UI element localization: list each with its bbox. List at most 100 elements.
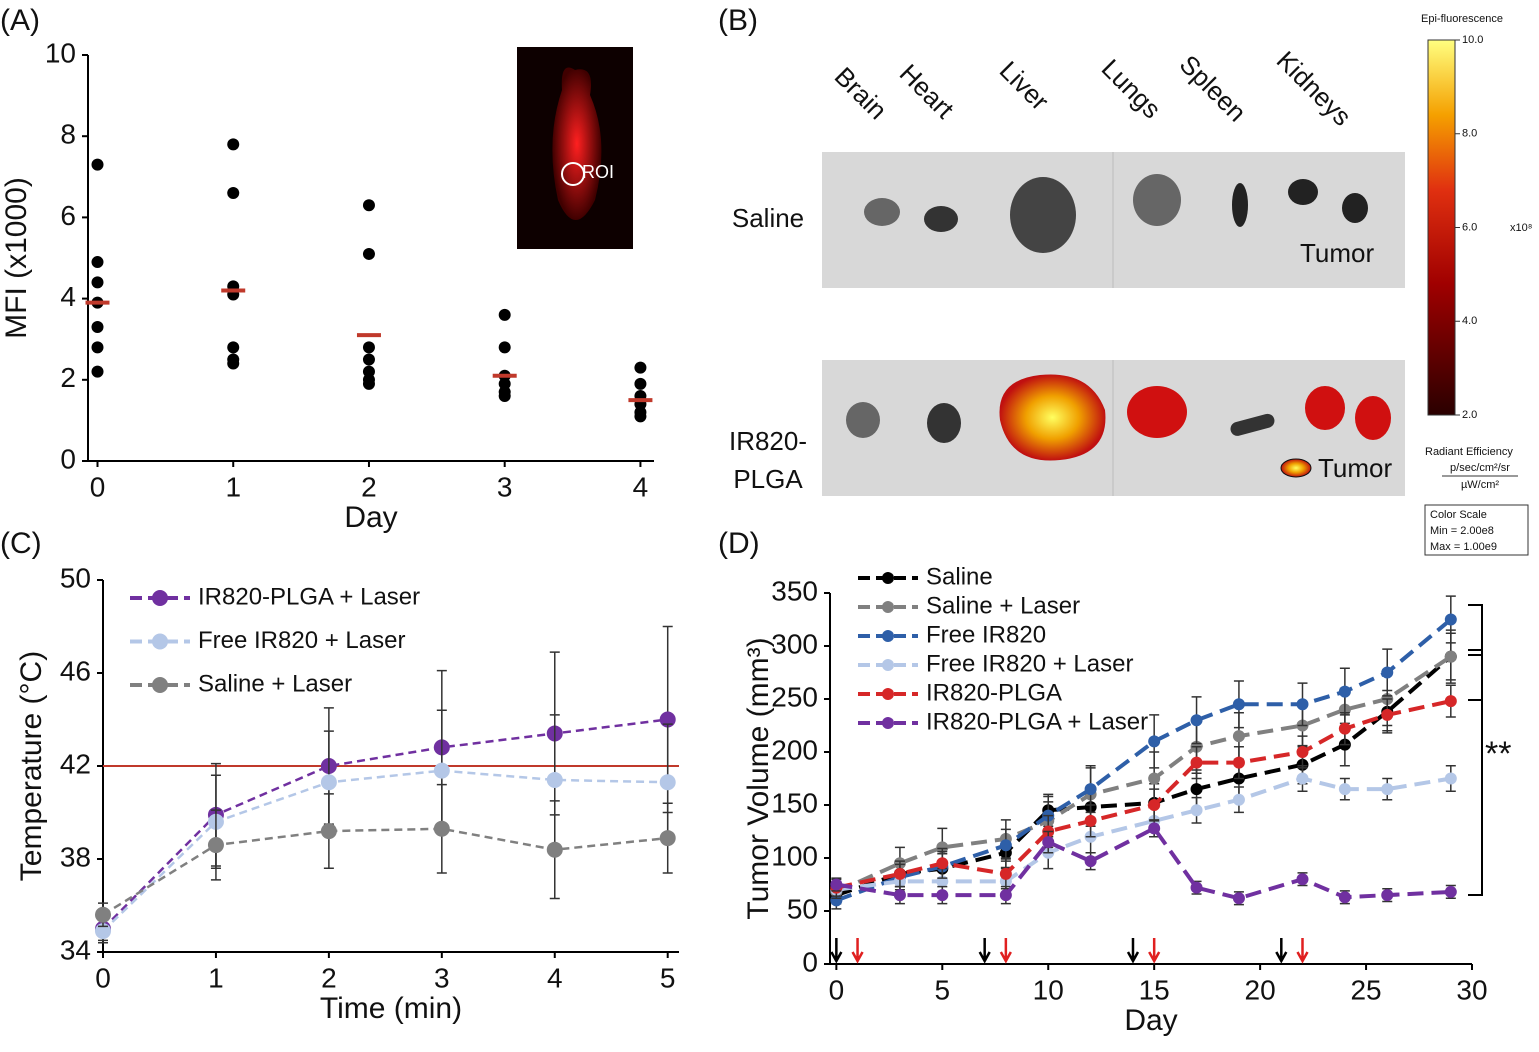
y-axis-label: Tumor Volume (mm³)	[742, 637, 775, 919]
point	[1381, 889, 1394, 902]
point	[1232, 730, 1245, 743]
y-tick-label: 0	[802, 946, 818, 977]
y-axis-label: Temperature (°C)	[15, 651, 48, 881]
colorbar-tick-label: 8.0	[1462, 128, 1477, 140]
point	[1232, 698, 1245, 711]
inset-label: ROI	[582, 162, 614, 182]
legend-marker	[882, 601, 894, 613]
organ-label: Spleen	[1174, 49, 1252, 127]
y-tick-label: 46	[60, 655, 91, 686]
legend-marker	[882, 659, 894, 671]
point	[1042, 836, 1055, 849]
x-tick-label: 3	[497, 471, 513, 502]
treatment-arrow	[1296, 938, 1309, 964]
y-axis-label: MFI (x1000)	[0, 177, 33, 339]
point	[91, 276, 104, 289]
treatment-arrow	[999, 938, 1012, 964]
point	[362, 247, 375, 260]
point	[1381, 666, 1394, 679]
point	[498, 341, 511, 354]
point	[546, 771, 563, 788]
scale-box: Min = 2.00e8	[1430, 525, 1494, 537]
point	[659, 774, 676, 791]
x-tick-label: 0	[95, 962, 111, 993]
point	[433, 762, 450, 779]
panel-title: (B)	[718, 4, 758, 37]
point	[1381, 783, 1394, 796]
legend-label: Free IR820 + Laser	[926, 650, 1133, 677]
legend-label: IR820-PLGA + Laser	[926, 708, 1148, 735]
point	[91, 158, 104, 171]
point	[1148, 799, 1161, 811]
legend-label: Saline	[926, 563, 993, 590]
organ-label: Kidneys	[1271, 45, 1358, 132]
y-tick-label: 150	[771, 787, 818, 818]
point	[227, 357, 240, 370]
treatment-arrow	[1126, 938, 1140, 964]
treatment-arrow	[978, 938, 991, 964]
organ-image	[517, 39, 1529, 896]
x-axis-label: Day	[344, 501, 397, 534]
point	[999, 889, 1012, 902]
legend-label: IR820-PLGA + Laser	[198, 583, 420, 610]
y-tick-label: 0	[60, 443, 76, 474]
point	[498, 308, 511, 321]
x-tick-label: 4	[547, 962, 563, 993]
colorbar-tick-label: 4.0	[1462, 315, 1477, 327]
row-label: PLGA	[733, 464, 803, 494]
y-tick-label: 50	[787, 893, 818, 924]
legend-label: Free IR820	[926, 621, 1046, 648]
point	[1148, 772, 1161, 785]
point	[936, 857, 949, 870]
point	[1232, 892, 1245, 905]
point	[362, 377, 375, 390]
legend-marker	[882, 688, 894, 700]
point	[1444, 695, 1457, 708]
scale-box: Max = 1.00e9	[1430, 541, 1497, 553]
point	[1444, 613, 1457, 626]
point	[634, 377, 647, 390]
point	[1190, 881, 1203, 894]
treatment-arrow	[830, 938, 843, 964]
point	[1296, 873, 1309, 886]
treatment-arrow	[851, 938, 864, 964]
point	[1190, 756, 1203, 769]
point	[227, 341, 240, 354]
y-tick-label: 250	[771, 681, 818, 712]
point	[546, 841, 563, 858]
legend-label: Free IR820 + Laser	[198, 627, 405, 654]
point	[95, 906, 111, 923]
point	[1338, 722, 1351, 735]
y-tick-label: 8	[60, 119, 76, 150]
legend-label: Saline + Laser	[926, 592, 1080, 619]
point	[1084, 814, 1097, 827]
legend-label: IR820-PLGA	[926, 679, 1062, 706]
legend-marker	[882, 717, 894, 729]
x-tick-label: 15	[1139, 974, 1170, 1005]
panel-title: (D)	[718, 527, 760, 560]
x-tick-label: 0	[90, 471, 106, 502]
point	[362, 353, 375, 366]
unit: p/sec/cm²/sr	[1450, 462, 1510, 474]
colorbar-tick-label: 6.0	[1462, 221, 1477, 233]
point	[1338, 891, 1351, 904]
x-tick-label: 30	[1456, 974, 1487, 1005]
point	[1190, 714, 1203, 727]
point	[893, 889, 906, 902]
panel-title: (A)	[0, 4, 40, 37]
tumor-label: Tumor	[1300, 238, 1374, 268]
y-tick-label: 350	[771, 575, 818, 606]
x-axis-label: Time (min)	[320, 992, 462, 1025]
point	[1232, 793, 1245, 806]
y-tick-label: 200	[771, 734, 818, 765]
point	[1148, 735, 1161, 748]
x-tick-label: 2	[321, 962, 337, 993]
colorbar-title: Epi-fluorescence	[1421, 13, 1503, 25]
point	[634, 361, 647, 374]
y-tick-label: 42	[60, 748, 91, 779]
point	[1232, 756, 1245, 769]
x-tick-label: 5	[660, 962, 676, 993]
point	[1338, 685, 1351, 698]
